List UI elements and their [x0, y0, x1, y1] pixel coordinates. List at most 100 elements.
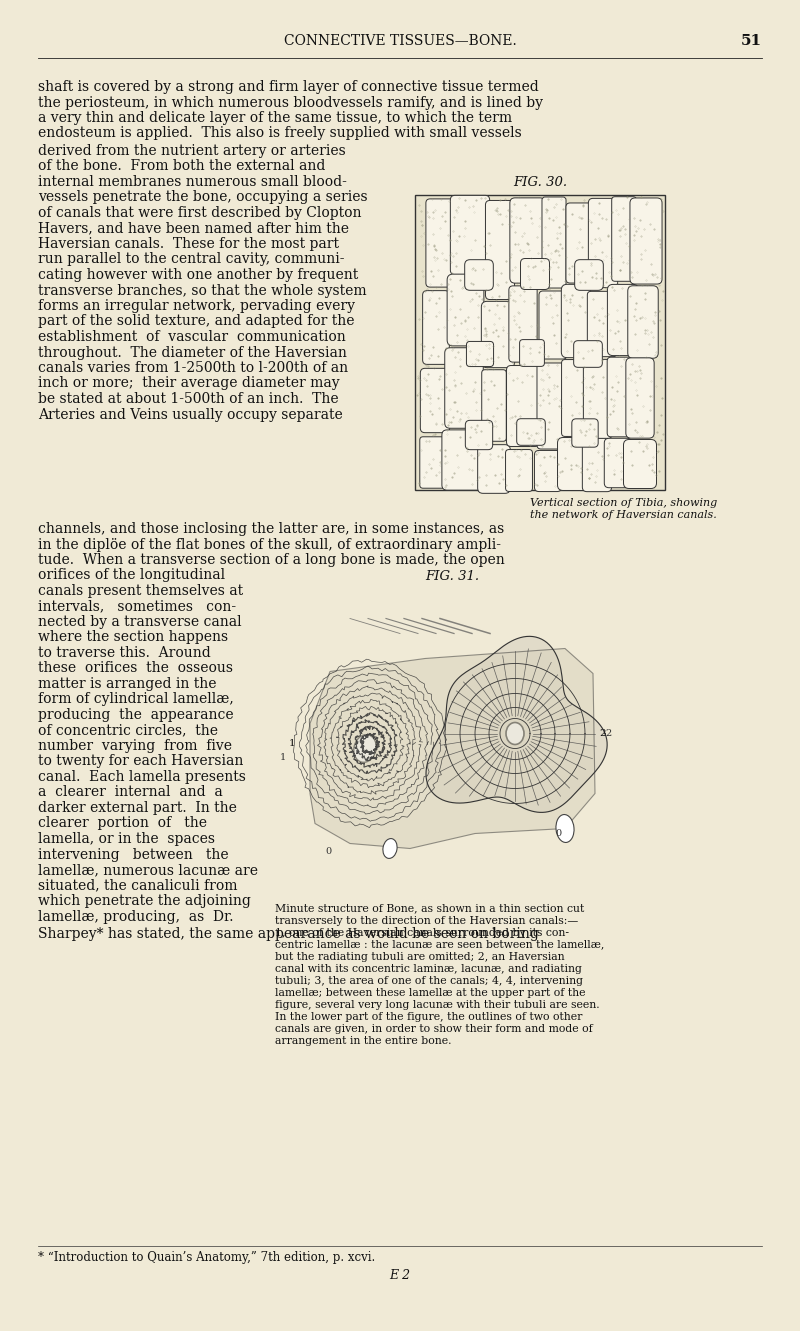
Text: canals varies from 1-2500th to l-200th of an: canals varies from 1-2500th to l-200th o…	[38, 361, 348, 375]
FancyBboxPatch shape	[630, 198, 662, 284]
FancyBboxPatch shape	[442, 430, 482, 490]
FancyBboxPatch shape	[574, 341, 602, 367]
FancyBboxPatch shape	[478, 445, 510, 494]
Text: lamellæ, producing,  as  Dr.: lamellæ, producing, as Dr.	[38, 909, 234, 924]
Text: lamellæ, numerous lacunæ are: lamellæ, numerous lacunæ are	[38, 862, 258, 877]
Text: form of cylindrical lamellæ,: form of cylindrical lamellæ,	[38, 692, 234, 707]
Text: Vertical section of Tibia, showing: Vertical section of Tibia, showing	[530, 498, 718, 508]
FancyBboxPatch shape	[537, 363, 567, 449]
Text: to twenty for each Haversian: to twenty for each Haversian	[38, 755, 243, 768]
Text: FIG. 31.: FIG. 31.	[426, 571, 479, 583]
Bar	[415, 196, 665, 490]
Text: but the radiating tubuli are omitted; 2, an Haversian: but the radiating tubuli are omitted; 2,…	[275, 952, 565, 961]
FancyBboxPatch shape	[509, 286, 537, 362]
Text: orifices of the longitudinal: orifices of the longitudinal	[38, 568, 225, 583]
FancyBboxPatch shape	[482, 301, 514, 367]
Text: clearer  portion  of   the: clearer portion of the	[38, 816, 207, 831]
Text: run parallel to the central cavity, communi-: run parallel to the central cavity, comm…	[38, 253, 345, 266]
Text: tude.  When a transverse section of a long bone is made, the open: tude. When a transverse section of a lon…	[38, 552, 505, 567]
Text: transversely to the direction of the Haversian canals:—: transversely to the direction of the Hav…	[275, 916, 578, 925]
Text: where the section happens: where the section happens	[38, 631, 228, 644]
Text: derived from the nutrient artery or arteries: derived from the nutrient artery or arte…	[38, 144, 346, 158]
Text: canals present themselves at: canals present themselves at	[38, 584, 243, 598]
Text: which penetrate the adjoining: which penetrate the adjoining	[38, 894, 251, 908]
Text: 1: 1	[280, 753, 286, 763]
Text: forms an irregular network, pervading every: forms an irregular network, pervading ev…	[38, 299, 355, 313]
Text: situated, the canaliculi from: situated, the canaliculi from	[38, 878, 238, 893]
Text: internal membranes numerous small blood-: internal membranes numerous small blood-	[38, 174, 347, 189]
FancyBboxPatch shape	[422, 290, 450, 365]
Text: a very thin and delicate layer of the same tissue, to which the term: a very thin and delicate layer of the sa…	[38, 110, 512, 125]
Text: arrangement in the entire bone.: arrangement in the entire bone.	[275, 1036, 451, 1045]
Text: be stated at about 1-500th of an inch.  The: be stated at about 1-500th of an inch. T…	[38, 393, 338, 406]
FancyBboxPatch shape	[465, 260, 494, 290]
FancyBboxPatch shape	[506, 450, 533, 491]
FancyBboxPatch shape	[604, 438, 632, 487]
Text: shaft is covered by a strong and firm layer of connective tissue termed: shaft is covered by a strong and firm la…	[38, 80, 538, 95]
Ellipse shape	[556, 815, 574, 843]
Text: of the bone.  From both the external and: of the bone. From both the external and	[38, 160, 326, 173]
FancyBboxPatch shape	[574, 260, 603, 290]
FancyBboxPatch shape	[534, 450, 562, 491]
Text: of concentric circles,  the: of concentric circles, the	[38, 724, 218, 737]
FancyBboxPatch shape	[482, 370, 506, 442]
Text: the network of Haversian canals.: the network of Haversian canals.	[530, 510, 717, 520]
Text: E 2: E 2	[390, 1268, 410, 1282]
FancyBboxPatch shape	[583, 359, 613, 439]
Text: throughout.  The diameter of the Haversian: throughout. The diameter of the Haversia…	[38, 346, 347, 359]
Text: Arteries and Veins usually occupy separate: Arteries and Veins usually occupy separa…	[38, 407, 342, 422]
FancyBboxPatch shape	[566, 202, 596, 284]
Text: 2: 2	[605, 728, 611, 737]
Text: Sharpey* has stated, the same appearance as would be seen on boring: Sharpey* has stated, the same appearance…	[38, 926, 539, 941]
Text: FIG. 30.: FIG. 30.	[513, 176, 567, 189]
FancyBboxPatch shape	[539, 291, 567, 359]
FancyBboxPatch shape	[450, 196, 490, 274]
Text: Haversian canals.  These for the most part: Haversian canals. These for the most par…	[38, 237, 339, 252]
Text: CONNECTIVE TISSUES—BONE.: CONNECTIVE TISSUES—BONE.	[284, 35, 516, 48]
Text: intervals,   sometimes   con-: intervals, sometimes con-	[38, 599, 236, 614]
FancyBboxPatch shape	[582, 438, 612, 491]
Text: Havers, and have been named after him the: Havers, and have been named after him th…	[38, 221, 349, 236]
FancyBboxPatch shape	[623, 439, 657, 488]
FancyBboxPatch shape	[506, 366, 539, 446]
FancyBboxPatch shape	[628, 286, 658, 358]
FancyBboxPatch shape	[572, 419, 598, 447]
Text: to traverse this.  Around: to traverse this. Around	[38, 646, 210, 660]
Text: centric lamellæ : the lacunæ are seen between the lamellæ,: centric lamellæ : the lacunæ are seen be…	[275, 940, 604, 949]
Text: the periosteum, in which numerous bloodvessels ramify, and is lined by: the periosteum, in which numerous bloodv…	[38, 96, 543, 109]
Text: channels, and those inclosing the latter are, in some instances, as: channels, and those inclosing the latter…	[38, 522, 504, 536]
FancyBboxPatch shape	[445, 347, 483, 429]
FancyBboxPatch shape	[520, 339, 544, 366]
Polygon shape	[310, 648, 595, 848]
Text: number  varying  from  five: number varying from five	[38, 739, 232, 753]
Text: 0: 0	[555, 828, 561, 837]
Text: In the lower part of the figure, the outlines of two other: In the lower part of the figure, the out…	[275, 1012, 582, 1021]
FancyBboxPatch shape	[607, 357, 637, 437]
Ellipse shape	[354, 735, 376, 763]
Text: 1: 1	[289, 739, 295, 748]
Ellipse shape	[506, 723, 524, 744]
FancyBboxPatch shape	[588, 198, 618, 287]
Text: * “Introduction to Quain’s Anatomy,” 7th edition, p. xcvi.: * “Introduction to Quain’s Anatomy,” 7th…	[38, 1251, 375, 1264]
FancyBboxPatch shape	[521, 258, 550, 289]
Text: these  orifices  the  osseous: these orifices the osseous	[38, 662, 233, 676]
Text: nected by a transverse canal: nected by a transverse canal	[38, 615, 242, 630]
Text: in the diplöe of the flat bones of the skull, of extraordinary ampli-: in the diplöe of the flat bones of the s…	[38, 538, 501, 551]
Text: lamella, or in the  spaces: lamella, or in the spaces	[38, 832, 215, 847]
Text: Minute structure of Bone, as shown in a thin section cut: Minute structure of Bone, as shown in a …	[275, 904, 584, 913]
Text: endosteum is applied.  This also is freely supplied with small vessels: endosteum is applied. This also is freel…	[38, 126, 522, 141]
FancyBboxPatch shape	[626, 358, 654, 438]
Text: canals are given, in order to show their form and mode of: canals are given, in order to show their…	[275, 1024, 593, 1033]
FancyBboxPatch shape	[607, 285, 638, 355]
Text: establishment  of  vascular  communication: establishment of vascular communication	[38, 330, 346, 343]
Text: transverse branches, so that the whole system: transverse branches, so that the whole s…	[38, 284, 366, 298]
FancyBboxPatch shape	[587, 291, 617, 357]
Ellipse shape	[383, 839, 397, 858]
FancyBboxPatch shape	[558, 438, 590, 490]
Text: 1, one of the Haversian canals surrounded by its con-: 1, one of the Haversian canals surrounde…	[275, 928, 569, 937]
Text: of canals that were first described by Clopton: of canals that were first described by C…	[38, 206, 362, 220]
FancyBboxPatch shape	[466, 421, 493, 450]
Text: figure, several very long lacunæ with their tubuli are seen.: figure, several very long lacunæ with th…	[275, 1000, 600, 1009]
Text: cating however with one another by frequent: cating however with one another by frequ…	[38, 268, 358, 282]
Text: 2: 2	[600, 729, 606, 737]
